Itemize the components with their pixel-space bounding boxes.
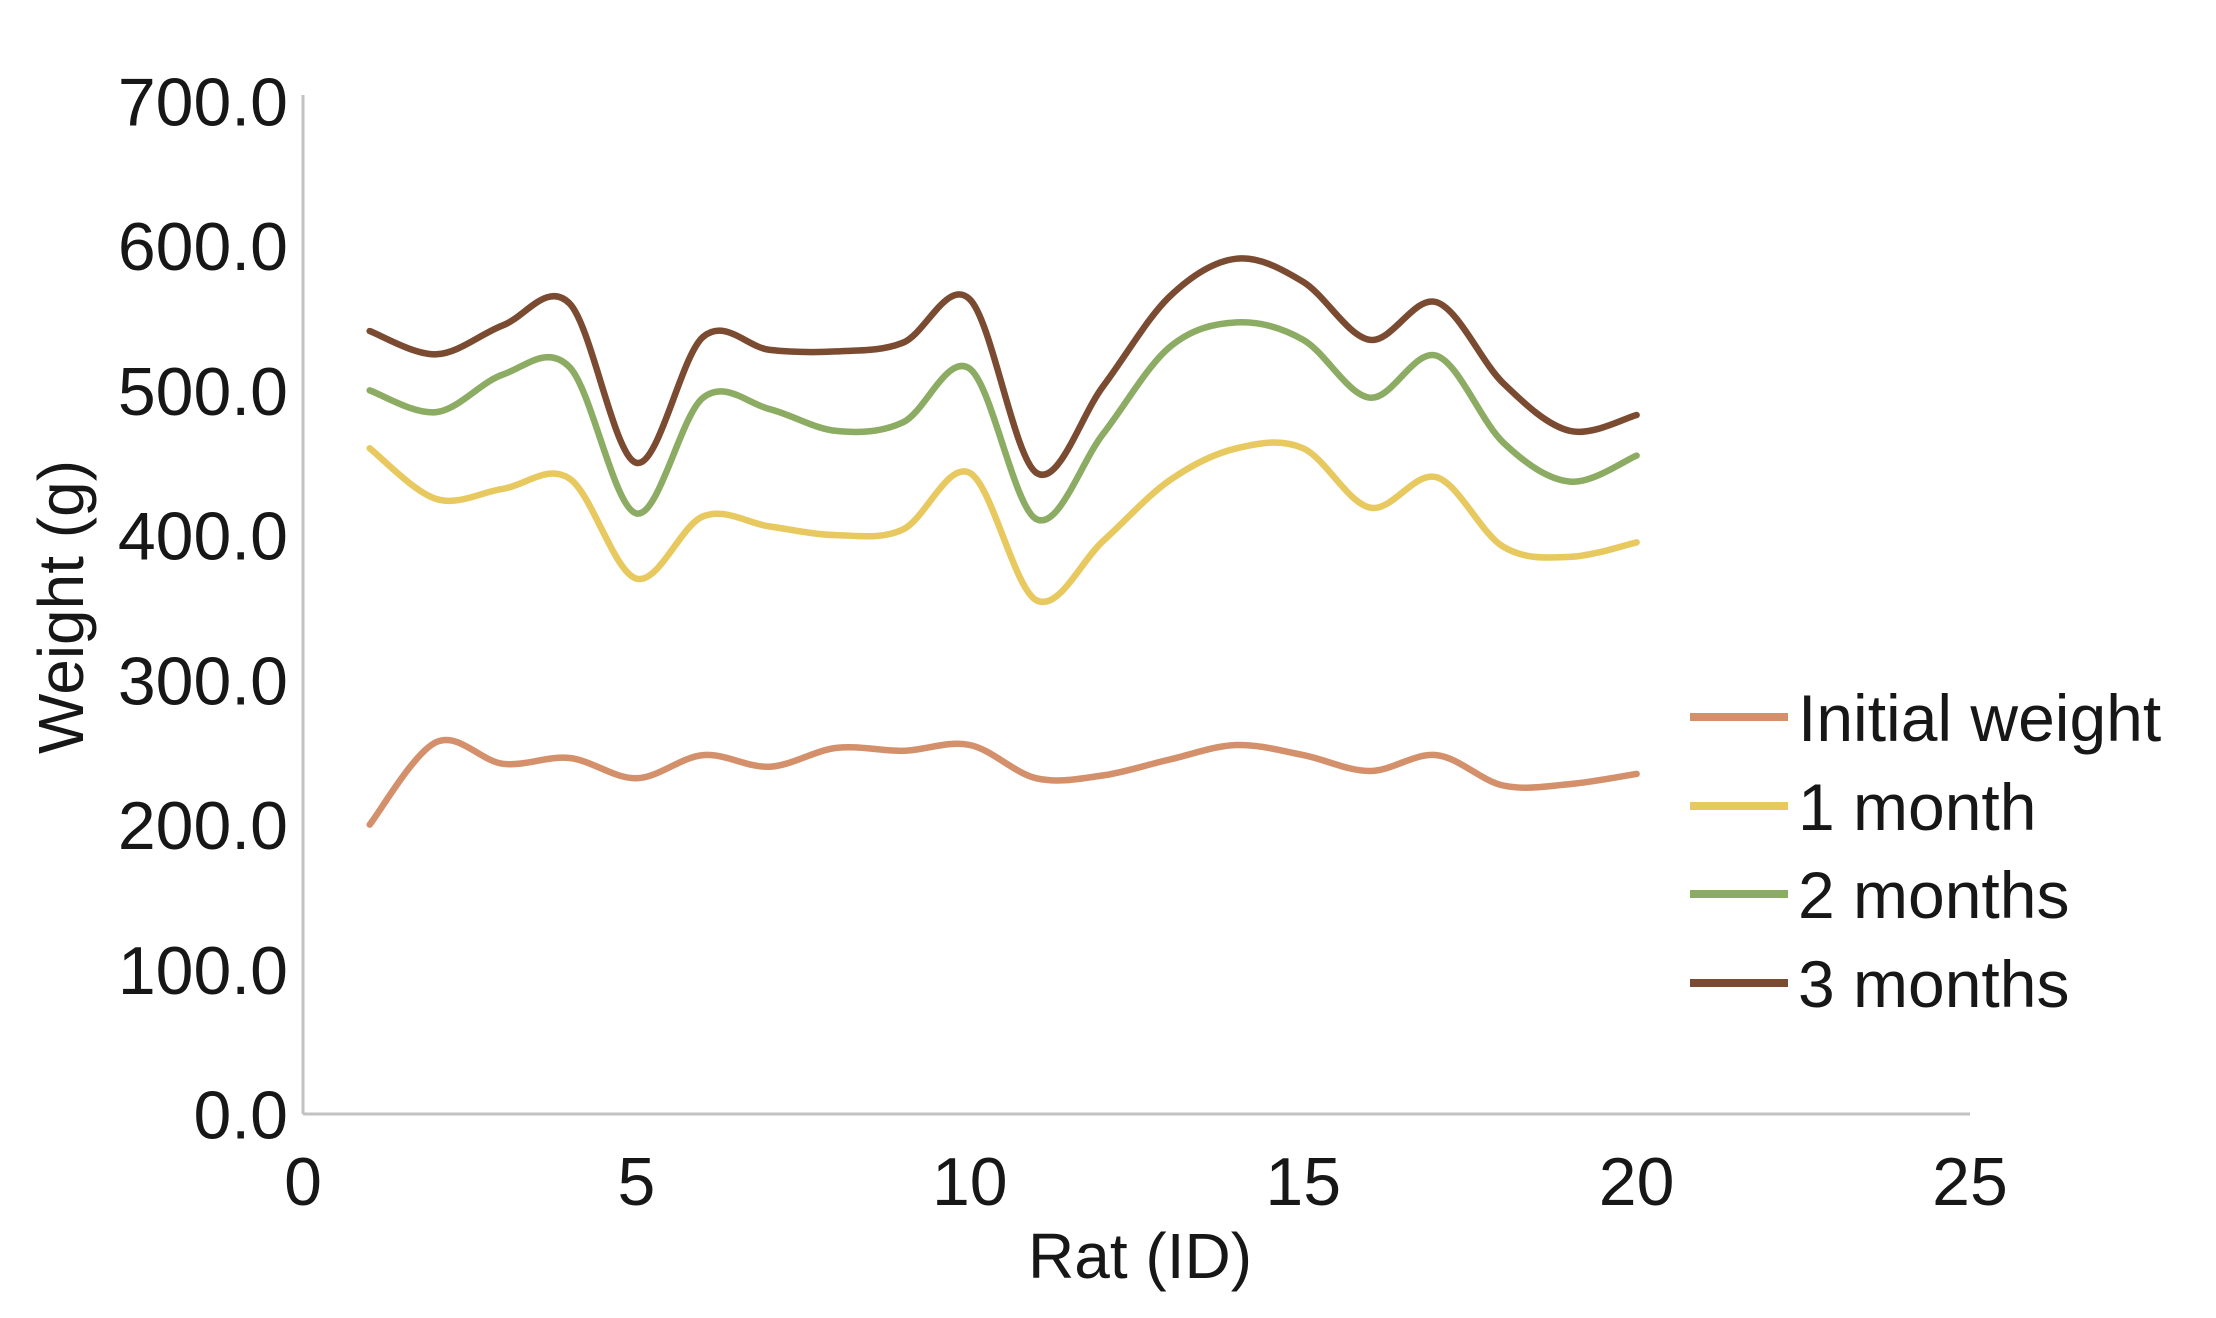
x-tick-label: 25: [1932, 1144, 2008, 1220]
legend-item-1-month: 1 month: [1690, 770, 2036, 844]
series-line-initial-weight: [366, 736, 1640, 828]
legend-label: 3 months: [1798, 947, 2069, 1021]
x-axis-title: Rat (ID): [1028, 1220, 1252, 1292]
series-line-2-months: [366, 319, 1640, 524]
legend-item-2-months: 2 months: [1690, 858, 2069, 932]
x-tick-label: 10: [932, 1144, 1008, 1220]
x-tick-label: 20: [1599, 1144, 1675, 1220]
y-tick-label: 0.0: [193, 1077, 288, 1153]
y-tick-label: 500.0: [118, 354, 288, 430]
data-series-lines: [366, 255, 1640, 828]
legend-item-3-months: 3 months: [1690, 947, 2069, 1021]
y-tick-label: 100.0: [118, 933, 288, 1009]
series-line-3-months: [366, 255, 1640, 478]
x-axis-tick-labels: 0 5 10 15 20 25: [284, 1144, 2008, 1220]
y-tick-label: 300.0: [118, 643, 288, 719]
y-tick-label: 600.0: [118, 209, 288, 285]
series-line-1-month: [366, 439, 1640, 606]
x-tick-label: 5: [617, 1144, 655, 1220]
y-tick-label: 700.0: [118, 64, 288, 140]
legend-label: 2 months: [1798, 858, 2069, 932]
x-tick-label: 0: [284, 1144, 322, 1220]
legend-label: Initial weight: [1798, 681, 2161, 755]
y-axis-title: Weight (g): [25, 460, 97, 754]
y-tick-label: 400.0: [118, 499, 288, 575]
x-tick-label: 15: [1265, 1144, 1341, 1220]
legend-item-initial-weight: Initial weight: [1690, 681, 2161, 755]
y-axis-tick-labels: 700.0 600.0 500.0 400.0 300.0 200.0 100.0 0.0: [118, 64, 288, 1153]
legend: Initial weight 1 month 2 months 3 months: [1690, 681, 2161, 1021]
legend-label: 1 month: [1798, 770, 2036, 844]
y-tick-label: 200.0: [118, 788, 288, 864]
